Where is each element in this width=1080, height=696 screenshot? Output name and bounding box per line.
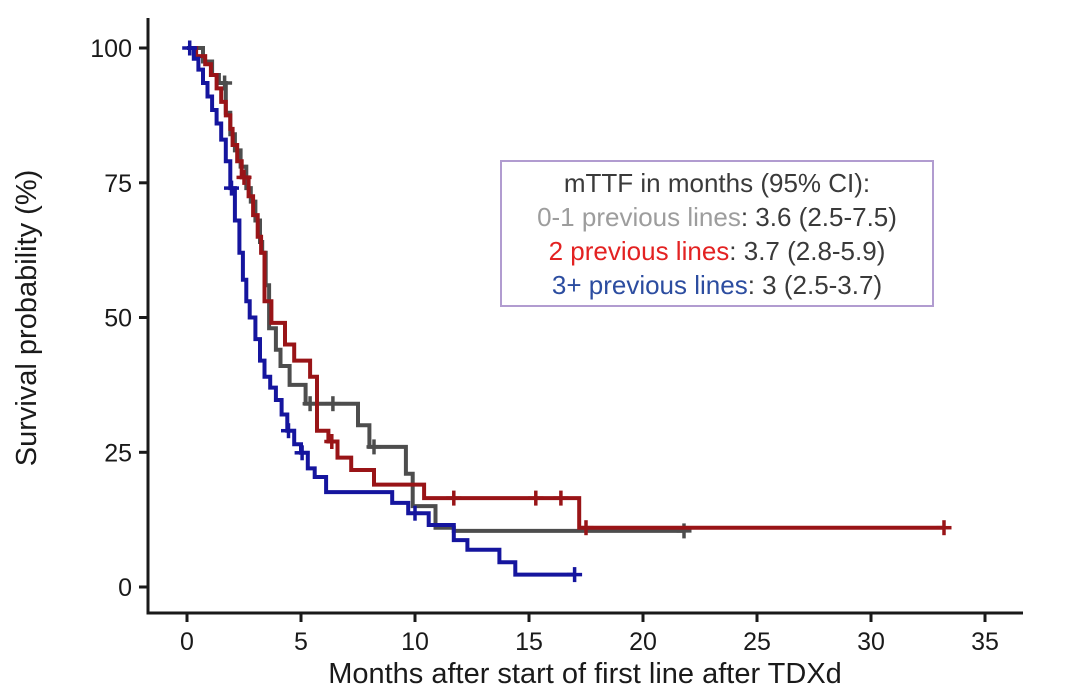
y-tick-label: 100 xyxy=(90,35,132,63)
censor-mark xyxy=(567,567,583,583)
legend-entry-label: 3+ previous lines xyxy=(551,269,748,300)
censor-mark xyxy=(281,423,296,439)
legend-entry-0: 0-1 previous lines: 3.6 (2.5-7.5) xyxy=(502,200,932,234)
y-axis-title: Survival probability (%) xyxy=(11,170,43,467)
censor-mark xyxy=(217,75,233,91)
y-tick-label: 75 xyxy=(104,170,132,198)
legend-entry-2: 3+ previous lines: 3 (2.5-3.7) xyxy=(502,268,932,302)
x-tick-label: 10 xyxy=(401,628,429,656)
censor-mark xyxy=(528,490,544,506)
censor-mark xyxy=(236,169,252,185)
censor-mark xyxy=(224,180,239,196)
x-tick-label: 20 xyxy=(629,628,657,656)
x-tick-label: 30 xyxy=(857,628,885,656)
legend-entry-value: : 3.6 (2.5-7.5) xyxy=(740,201,897,232)
legend-entry-value: : 3.7 (2.8-5.9) xyxy=(729,235,886,266)
x-tick-label: 15 xyxy=(515,628,543,656)
x-tick-label: 35 xyxy=(971,628,999,656)
censor-mark xyxy=(325,396,341,412)
censor-mark xyxy=(676,523,692,539)
censor-mark xyxy=(446,490,462,506)
legend-box: mTTF in months (95% CI): 0-1 previous li… xyxy=(500,160,934,307)
censor-mark xyxy=(578,520,594,536)
x-tick-label: 0 xyxy=(180,628,194,656)
y-tick-label: 0 xyxy=(118,574,132,602)
x-axis-title: Months after start of first line after T… xyxy=(328,658,842,690)
legend-entry-label: 2 previous lines xyxy=(548,235,730,266)
censor-mark xyxy=(294,445,310,461)
censor-mark xyxy=(407,505,423,521)
y-tick-label: 50 xyxy=(104,305,132,333)
legend-entry-label: 0-1 previous lines xyxy=(537,201,741,232)
censor-mark xyxy=(366,439,382,455)
km-curve-1 xyxy=(187,46,944,530)
y-tick-label: 25 xyxy=(104,439,132,467)
km-curve-2 xyxy=(187,46,575,577)
legend-entry-1: 2 previous lines: 3.7 (2.8-5.9) xyxy=(502,234,932,268)
legend-header: mTTF in months (95% CI): xyxy=(563,167,871,198)
censor-mark xyxy=(553,490,569,506)
censor-mark xyxy=(324,434,340,449)
x-tick-label: 5 xyxy=(294,628,308,656)
censor-mark xyxy=(182,40,198,56)
censor-mark xyxy=(936,520,952,536)
x-tick-label: 25 xyxy=(743,628,771,656)
legend-entry-value: : 3 (2.5-3.7) xyxy=(747,269,883,300)
